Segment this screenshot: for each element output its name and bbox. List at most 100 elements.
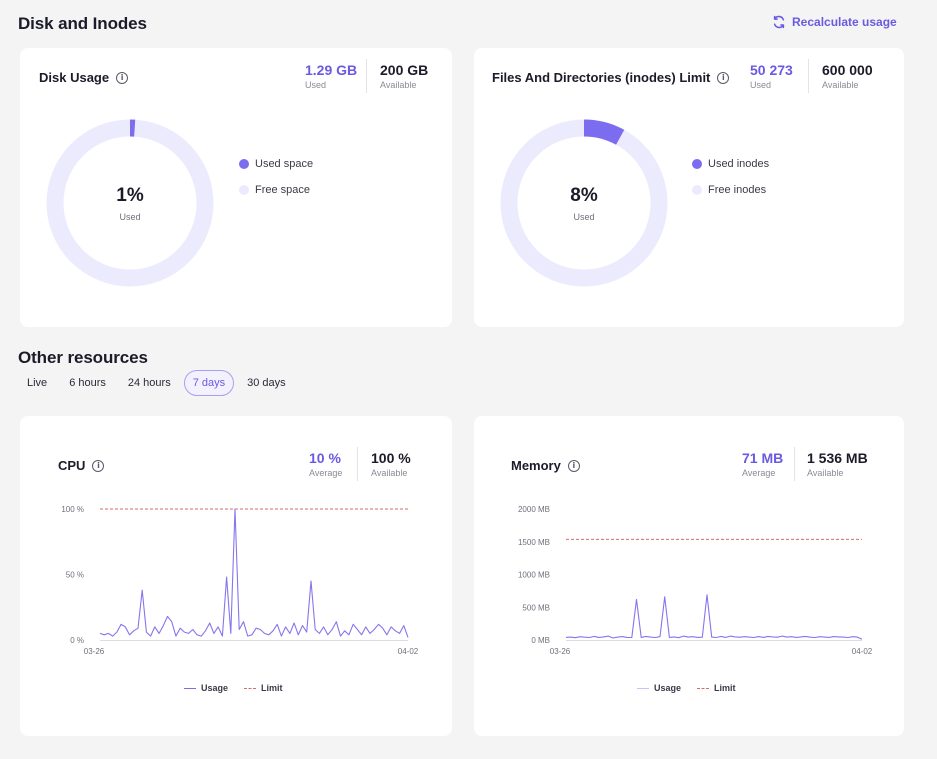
inodes-used-value: 50 273 <box>750 62 793 78</box>
inodes-percent-label: Used <box>573 211 595 222</box>
legend-limit-label: Limit <box>714 683 736 693</box>
stat-divider <box>794 447 795 481</box>
disk-usage-card: Disk Usage i 1.29 GB Used 200 GB Availab… <box>20 48 452 327</box>
stat-divider <box>366 59 367 93</box>
memory-ytick-label: 500 MB <box>522 603 550 612</box>
used-inodes-swatch <box>692 159 702 169</box>
inodes-usage-donut <box>500 119 668 287</box>
legend-used-inodes-label: Used inodes <box>708 158 770 170</box>
section-title-other-resources: Other resources <box>18 348 148 367</box>
inodes-title: Files And Directories (inodes) Limit i <box>492 70 730 85</box>
memory-average-value: 71 MB <box>742 450 784 466</box>
cpu-card: 0 % 50 % 100 % 03-26 04-02 CPU i 10 % Averag… <box>20 416 452 736</box>
memory-xtick-label: 04-02 <box>852 647 873 656</box>
memory-available-value: 1 536 MB <box>807 450 868 466</box>
inodes-donut-center: 8% Used <box>499 118 669 288</box>
info-icon[interactable]: i <box>116 71 129 84</box>
info-icon[interactable]: i <box>717 71 730 84</box>
cpu-available-label: Available <box>371 468 408 478</box>
disk-available-label: Available <box>380 80 417 90</box>
tab-24-hours[interactable]: 24 hours <box>127 377 171 389</box>
disk-percent-label: Used <box>119 211 141 222</box>
inodes-used-label: Used <box>750 80 772 90</box>
used-space-swatch <box>239 159 249 169</box>
cpu-average-label: Average <box>309 468 343 478</box>
stat-divider <box>357 447 358 481</box>
limit-swatch <box>697 687 710 689</box>
memory-available-stat: 1 536 MB Available <box>807 450 868 478</box>
disk-available-stat: 200 GB Available <box>380 62 428 90</box>
cpu-ytick-label: 0 % <box>70 636 84 645</box>
tab-live[interactable]: Live <box>27 377 48 389</box>
info-icon[interactable]: i <box>92 459 105 472</box>
disk-used-label: Used <box>305 80 327 90</box>
cpu-xtick-label: 03-26 <box>84 647 105 656</box>
memory-title-text: Memory <box>511 458 561 473</box>
tab-7-days[interactable]: 7 days <box>183 370 235 396</box>
memory-average-label: Average <box>742 468 776 478</box>
inodes-card: Files And Directories (inodes) Limit i 5… <box>474 48 904 327</box>
tab-30-days[interactable]: 30 days <box>247 377 286 389</box>
cpu-title: CPU i <box>58 458 105 473</box>
cpu-usage-series <box>99 508 409 638</box>
legend-used-space-label: Used space <box>255 158 314 170</box>
limit-swatch <box>244 687 257 689</box>
cpu-xtick-label: 04-02 <box>398 647 419 656</box>
inodes-available-stat: 600 000 Available <box>822 62 873 90</box>
usage-swatch <box>637 687 649 689</box>
legend-usage: Usage <box>637 683 681 693</box>
cpu-ytick-label: 50 % <box>66 571 84 580</box>
recalculate-usage-label: Recalculate usage <box>792 15 897 29</box>
inodes-available-value: 600 000 <box>822 62 873 78</box>
legend-free-space-label: Free space <box>255 184 311 196</box>
tab-6-hours[interactable]: 6 hours <box>69 377 106 389</box>
disk-usage-donut <box>46 119 214 287</box>
legend-used-space: Used space <box>239 151 313 177</box>
memory-card: 0 MB 500 MB 1000 MB 1500 MB 2000 MB 03-26 04-0… <box>474 416 904 736</box>
disk-available-value: 200 GB <box>380 62 429 78</box>
info-icon[interactable]: i <box>567 459 580 472</box>
stat-divider <box>808 59 809 93</box>
legend-used-inodes: Used inodes <box>692 151 769 177</box>
legend-limit: Limit <box>244 683 283 693</box>
legend-limit-label: Limit <box>261 683 283 693</box>
memory-chart: 0 MB 500 MB 1000 MB 1500 MB 2000 MB 03-26 04-0… <box>518 505 873 656</box>
legend-usage-label: Usage <box>654 683 682 693</box>
disk-donut-used-arc <box>46 119 214 287</box>
free-space-swatch <box>239 185 249 195</box>
disk-donut-center: 1% Used <box>45 118 215 288</box>
memory-xtick-label: 03-26 <box>550 647 571 656</box>
recalculate-usage-button[interactable]: Recalculate usage <box>772 15 897 29</box>
free-inodes-swatch <box>692 185 702 195</box>
legend-usage: Usage <box>184 683 228 693</box>
cpu-available-stat: 100 % Available <box>371 450 411 478</box>
memory-available-label: Available <box>807 468 844 478</box>
cpu-chart: 0 % 50 % 100 % 03-26 04-02 <box>61 505 419 656</box>
disk-percent: 1% <box>116 184 144 206</box>
memory-average-stat: 71 MB Average <box>742 450 783 478</box>
disk-used-value: 1.29 GB <box>305 62 358 78</box>
memory-ytick-label: 0 MB <box>531 636 550 645</box>
legend-usage-label: Usage <box>201 683 229 693</box>
legend-free-inodes-label: Free inodes <box>708 184 767 196</box>
usage-swatch <box>184 687 196 689</box>
cpu-average-stat: 10 % Average <box>309 450 342 478</box>
disk-usage-title: Disk Usage i <box>39 70 129 85</box>
memory-ytick-label: 2000 MB <box>518 505 550 514</box>
section-title-disk-inodes: Disk and Inodes <box>18 14 147 33</box>
memory-chart-legend: Usage Limit <box>637 683 736 693</box>
time-range-tabs: Live 6 hours 24 hours 7 days 30 days <box>18 370 295 396</box>
memory-usage-series <box>565 594 863 640</box>
disk-usage-title-text: Disk Usage <box>39 70 110 85</box>
memory-title: Memory i <box>511 458 580 473</box>
inodes-used-stat: 50 273 Used <box>750 62 793 90</box>
legend-free-space: Free space <box>239 177 313 203</box>
cpu-average-value: 10 % <box>309 450 341 466</box>
legend-limit: Limit <box>697 683 736 693</box>
inodes-title-text: Files And Directories (inodes) Limit <box>492 70 711 85</box>
inodes-legend: Used inodes Free inodes <box>692 151 769 203</box>
inodes-percent: 8% <box>570 184 598 206</box>
inodes-available-label: Available <box>822 80 859 90</box>
inodes-donut-used-arc <box>500 119 668 287</box>
cpu-title-text: CPU <box>58 458 86 473</box>
